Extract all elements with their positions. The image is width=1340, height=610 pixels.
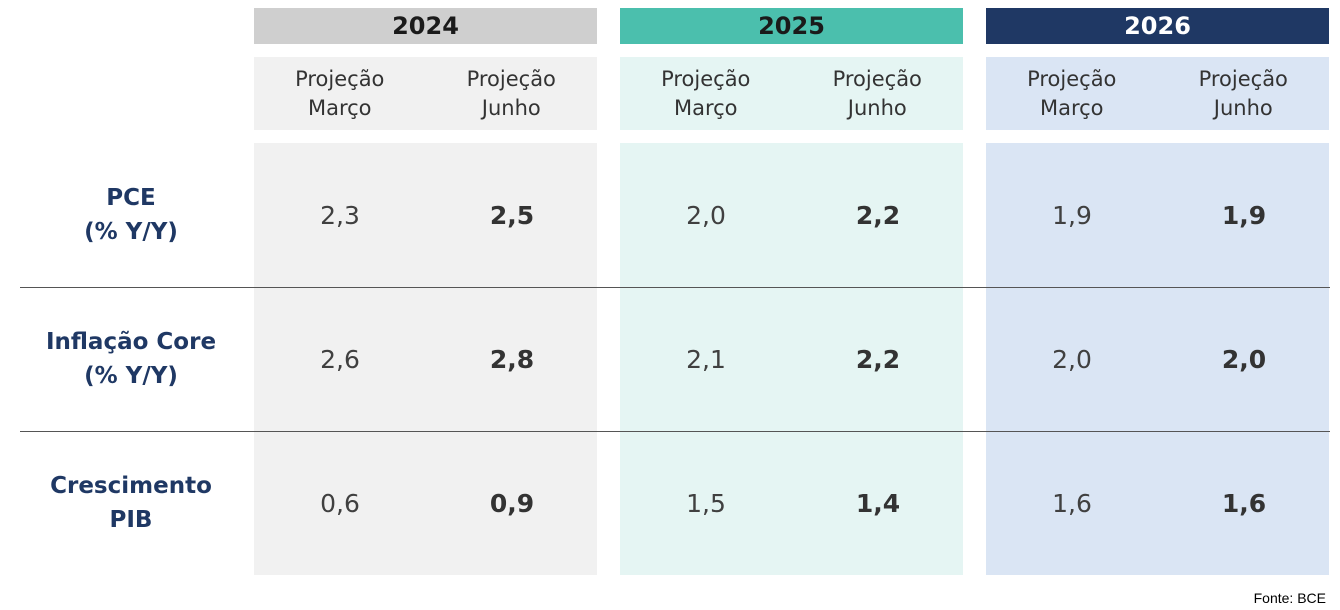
value-cell: 1,9 [1052, 200, 1092, 230]
value-cell: 1,4 [855, 488, 901, 518]
row-label-line: (% Y/Y) [84, 219, 178, 245]
row-label-line: PCE [106, 185, 156, 211]
row-separator [20, 431, 1330, 432]
column-background-2025 [620, 143, 963, 575]
row-label-line: Crescimento [50, 473, 212, 499]
sub-header-line: Projeção [466, 66, 556, 91]
sub-header-line: Projeção [661, 66, 751, 91]
value-cell: 2,0 [1221, 344, 1267, 374]
value-cell: 2,5 [489, 200, 535, 230]
sub-header-line: Junho [481, 95, 541, 120]
sub-header-line: Projeção [295, 66, 385, 91]
value-cell: 1,9 [1221, 200, 1267, 230]
row-label-gdp-growth: Crescimento PIB [20, 431, 242, 575]
value-cell: 1,6 [1221, 488, 1267, 518]
sub-header-cell: Projeção Março [620, 57, 792, 130]
value-cell: 2,2 [855, 200, 901, 230]
column-background-2024 [254, 143, 597, 575]
value-cell: 1,6 [1052, 488, 1092, 518]
value-cell: 2,3 [320, 200, 360, 230]
year-header-2024: 2024 [254, 8, 597, 44]
value-cell: 2,0 [1052, 344, 1092, 374]
value-cell: 1,5 [686, 488, 726, 518]
sub-header-line: Março [1039, 95, 1104, 120]
sub-header-cell: Projeção Março [986, 57, 1158, 130]
sub-header-2024: Projeção Março Projeção Junho [254, 57, 597, 130]
sub-header-cell: Projeção Junho [792, 57, 964, 130]
row-label-line: PIB [109, 507, 153, 533]
value-cell: 2,0 [686, 200, 726, 230]
value-cell: 2,6 [320, 344, 360, 374]
sub-header-line: Março [307, 95, 372, 120]
sub-header-cell: Projeção Junho [426, 57, 598, 130]
sub-header-2025: Projeção Março Projeção Junho [620, 57, 963, 130]
sub-header-line: Março [673, 95, 738, 120]
sub-header-line: Junho [847, 95, 907, 120]
value-cell: 0,6 [320, 488, 360, 518]
row-separator [20, 287, 1330, 288]
sub-header-line: Projeção [1198, 66, 1288, 91]
year-header-2025: 2025 [620, 8, 963, 44]
column-background-2026 [986, 143, 1329, 575]
row-label-pce: PCE (% Y/Y) [20, 143, 242, 287]
year-label: 2025 [758, 12, 825, 40]
row-label-core-inflation: Inflação Core (% Y/Y) [20, 287, 242, 431]
value-cell: 2,1 [686, 344, 726, 374]
row-label-line: (% Y/Y) [84, 363, 178, 389]
year-header-2026: 2026 [986, 8, 1329, 44]
row-label-line: Inflação Core [45, 329, 217, 355]
sub-header-line: Junho [1213, 95, 1273, 120]
sub-header-2026: Projeção Março Projeção Junho [986, 57, 1329, 130]
source-note: Fonte: BCE [1253, 590, 1326, 606]
sub-header-line: Projeção [1027, 66, 1117, 91]
value-cell: 2,8 [489, 344, 535, 374]
value-cell: 0,9 [489, 488, 535, 518]
sub-header-line: Projeção [832, 66, 922, 91]
sub-header-cell: Projeção Março [254, 57, 426, 130]
year-label: 2024 [392, 12, 459, 40]
value-cell: 2,2 [855, 344, 901, 374]
year-label: 2026 [1124, 12, 1191, 40]
sub-header-cell: Projeção Junho [1158, 57, 1330, 130]
